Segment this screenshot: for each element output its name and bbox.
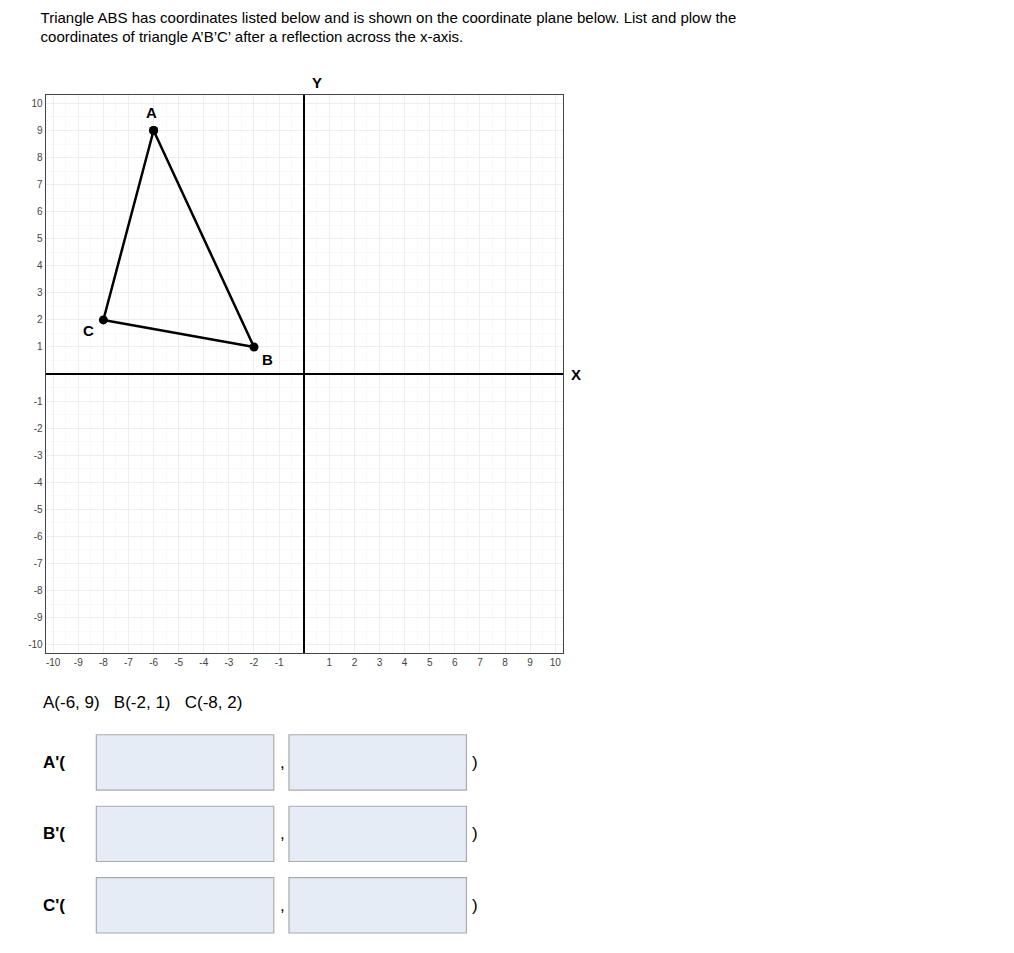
svg-text:-5: -5 xyxy=(174,657,183,668)
svg-text:2: 2 xyxy=(352,657,358,668)
svg-text:-2: -2 xyxy=(250,657,259,668)
svg-text:Y: Y xyxy=(312,74,322,91)
svg-text:A'(: A'( xyxy=(43,753,65,772)
svg-text:): ) xyxy=(472,896,478,915)
svg-text:9: 9 xyxy=(527,657,533,668)
svg-text:6: 6 xyxy=(37,206,43,217)
svg-text:,: , xyxy=(280,753,285,772)
svg-text:B: B xyxy=(262,351,273,368)
svg-text:C'(: C'( xyxy=(43,896,65,915)
svg-text:1: 1 xyxy=(37,341,43,352)
svg-text:-4: -4 xyxy=(199,657,208,668)
svg-text:7: 7 xyxy=(477,657,483,668)
svg-text:-3: -3 xyxy=(224,657,233,668)
svg-text:5: 5 xyxy=(427,657,433,668)
svg-text:-7: -7 xyxy=(124,657,133,668)
svg-text:8: 8 xyxy=(502,657,508,668)
svg-text:-10: -10 xyxy=(46,657,61,668)
svg-text:,: , xyxy=(280,896,285,915)
svg-text:-6: -6 xyxy=(34,531,43,542)
svg-text:-7: -7 xyxy=(34,558,43,569)
svg-text:,: , xyxy=(280,824,285,843)
svg-text:Triangle ABS has coordinates l: Triangle ABS has coordinates listed belo… xyxy=(41,9,737,46)
svg-text:3: 3 xyxy=(37,287,43,298)
svg-text:C: C xyxy=(83,322,94,339)
svg-text:8: 8 xyxy=(37,152,43,163)
svg-text:-6: -6 xyxy=(149,657,158,668)
svg-text:): ) xyxy=(472,753,478,772)
svg-text:-10: -10 xyxy=(28,639,43,650)
svg-text:2: 2 xyxy=(37,314,43,325)
svg-text:-8: -8 xyxy=(34,585,43,596)
svg-text:-3: -3 xyxy=(34,450,43,461)
svg-text:A(-6, 9) B(-2, 1) C(-8, 2): A(-6, 9) B(-2, 1) C(-8, 2) xyxy=(43,693,242,712)
svg-text:5: 5 xyxy=(37,233,43,244)
svg-text:4: 4 xyxy=(37,260,43,271)
svg-text:-5: -5 xyxy=(34,504,43,515)
svg-text:10: 10 xyxy=(550,657,562,668)
svg-text:X: X xyxy=(571,366,581,383)
svg-text:-4: -4 xyxy=(34,477,43,488)
svg-text:6: 6 xyxy=(452,657,458,668)
svg-text:10: 10 xyxy=(32,98,44,109)
svg-text:-1: -1 xyxy=(34,396,43,407)
svg-text:-9: -9 xyxy=(34,612,43,623)
svg-text:-2: -2 xyxy=(34,423,43,434)
svg-text:B'(: B'( xyxy=(43,824,65,843)
svg-text:-9: -9 xyxy=(74,657,83,668)
svg-text:A: A xyxy=(146,104,157,121)
svg-text:): ) xyxy=(472,824,478,843)
svg-text:7: 7 xyxy=(37,179,43,190)
svg-text:-8: -8 xyxy=(99,657,108,668)
svg-text:3: 3 xyxy=(377,657,383,668)
svg-text:9: 9 xyxy=(37,125,43,136)
svg-text:-1: -1 xyxy=(275,657,284,668)
svg-text:1: 1 xyxy=(327,657,333,668)
svg-text:4: 4 xyxy=(402,657,408,668)
